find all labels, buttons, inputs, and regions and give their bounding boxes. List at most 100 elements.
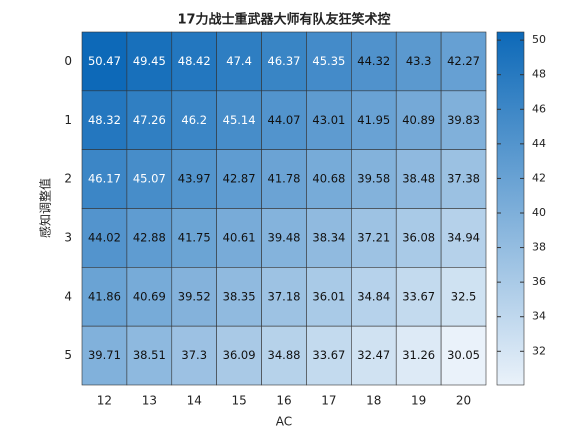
cell-label: 39.83 [447,113,480,127]
cell-label: 32.47 [357,348,390,362]
cell-label: 47.26 [133,113,166,127]
cell-label: 50.47 [88,54,121,68]
cell-label: 36.08 [402,230,435,244]
cell-label: 41.78 [268,172,301,186]
cell-label: 45.07 [133,172,166,186]
x-tick-label: 15 [231,394,246,408]
heatmap-cell [126,31,173,92]
x-tick-label: 16 [276,394,291,408]
heatmap-cell [395,90,442,150]
heatmap-cell [81,325,128,386]
heatmap-cell [171,149,217,209]
heatmap-cell [261,90,307,150]
heatmap-cell [261,149,307,209]
heatmap-cell [440,149,487,209]
heatmap-cell [81,149,128,209]
cell-label: 46.17 [88,172,121,186]
cell-label: 39.52 [178,289,211,303]
cell-label: 42.27 [447,54,480,68]
cell-label: 42.88 [133,230,166,244]
heatmap-cell [171,31,217,92]
cell-label: 49.45 [133,54,166,68]
colorbar-tick-label: 50 [532,33,546,46]
cell-label: 48.32 [88,113,121,127]
heatmap-cell [126,208,173,268]
y-axis-label: 感知调整值 [38,178,53,238]
colorbar-tick-label: 44 [532,137,546,150]
heatmap-cell [171,267,217,327]
cell-label: 37.38 [447,172,480,186]
colorbar-tick-label: 38 [532,241,546,254]
heatmap-cell [81,31,128,92]
cell-label: 38.48 [402,172,435,186]
heatmap-cell [126,325,173,386]
y-tick-label: 2 [64,172,72,186]
colorbar-tick-label: 46 [532,102,546,115]
cell-label: 44.07 [268,113,301,127]
heatmap-cell [351,149,397,209]
cell-label: 46.37 [268,54,301,68]
heatmap-cell [306,31,352,92]
cell-label: 34.84 [357,289,390,303]
cell-label: 37.3 [181,348,207,362]
cell-label: 41.75 [178,230,211,244]
cell-label: 45.35 [312,54,345,68]
cell-label: 31.26 [402,348,435,362]
cell-label: 40.69 [133,289,166,303]
cell-label: 40.68 [312,172,345,186]
cell-label: 32.5 [451,289,477,303]
x-tick-label: 14 [187,394,202,408]
heatmap-cell [395,325,442,386]
heatmap-cell [395,208,442,268]
y-tick-label: 0 [64,54,72,68]
cell-label: 40.61 [223,230,256,244]
heatmap-cell [216,208,262,268]
y-tick-label: 3 [64,230,72,244]
heatmap-cell [126,149,173,209]
x-axis-label: AC [276,415,292,429]
colorbar-tick-label: 36 [532,275,546,288]
heatmap-cell [216,90,262,150]
cell-label: 38.51 [133,348,166,362]
heatmap-cell [440,90,487,150]
cell-label: 30.05 [447,348,480,362]
cell-label: 38.35 [223,289,256,303]
heatmap-cell [216,267,262,327]
heatmap-cell [395,31,442,92]
heatmap-cell [171,90,217,150]
cell-label: 43.3 [406,54,432,68]
y-tick-label: 4 [64,289,72,303]
x-tick-label: 17 [321,394,336,408]
heatmap-cell [81,90,128,150]
y-tick-label: 5 [64,348,72,362]
heatmap-cell [440,208,487,268]
cell-label: 37.18 [268,289,301,303]
heatmap-cell [171,325,217,386]
heatmap-cell [261,325,307,386]
cell-label: 40.89 [402,113,435,127]
cell-label: 44.02 [88,230,121,244]
heatmap-cell [81,208,128,268]
cell-label: 36.01 [312,289,345,303]
cell-label: 39.48 [268,230,301,244]
cell-label: 44.32 [357,54,390,68]
cell-label: 36.09 [223,348,256,362]
cell-label: 34.94 [447,230,480,244]
heatmap-cell [81,267,128,327]
chart-title: 17力战士重武器大师有队友狂笑术控 [177,12,390,28]
x-tick-label: 18 [366,394,381,408]
cell-label: 46.2 [181,113,207,127]
cell-label: 41.86 [88,289,121,303]
colorbar-tick-label: 42 [532,171,546,184]
cell-label: 33.67 [402,289,435,303]
heatmap-cell [216,31,262,92]
colorbar [496,31,525,386]
colorbar-tick-label: 48 [532,68,546,81]
heatmap-cell [351,90,397,150]
heatmap-cell [440,325,487,386]
cell-label: 43.97 [178,172,211,186]
heatmap-cell [440,267,487,327]
heatmap-cell [216,149,262,209]
cell-label: 34.88 [268,348,301,362]
